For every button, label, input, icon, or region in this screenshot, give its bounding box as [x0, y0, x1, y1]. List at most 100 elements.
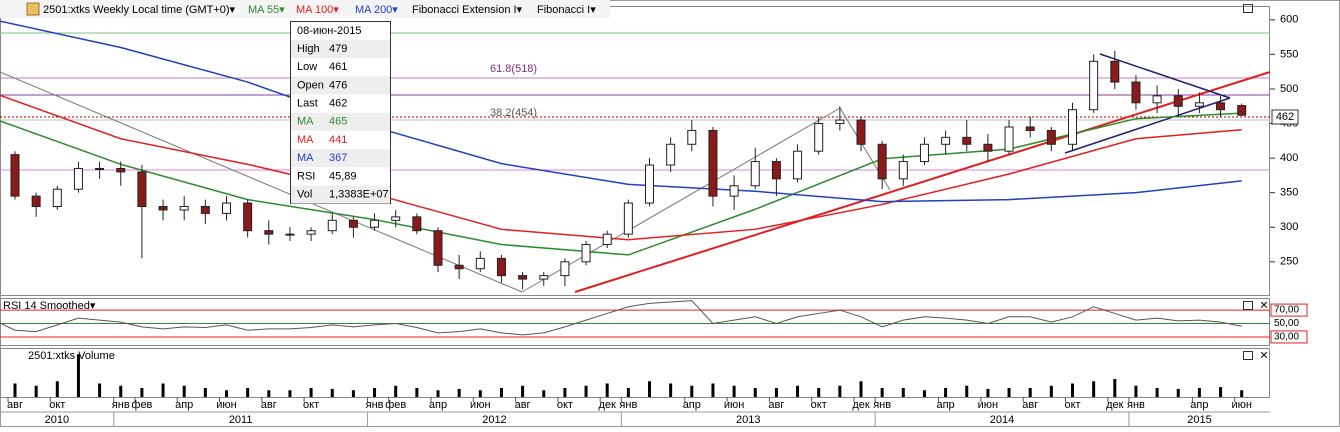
year-label: 2010: [45, 414, 69, 426]
tooltip-value: 462: [329, 98, 347, 110]
tooltip-value: 461: [329, 61, 347, 73]
volume-bar: [1092, 381, 1096, 397]
candle-body: [243, 202, 253, 232]
x-tick-label: авг: [768, 399, 784, 411]
volume-bar: [796, 385, 800, 397]
volume-title[interactable]: 2501:xtks Volume: [28, 350, 115, 362]
x-tick-label: апр: [936, 399, 954, 411]
toolbar: [0, 0, 610, 18]
rsi-panel: [0, 298, 1270, 346]
volume-bar: [373, 388, 377, 397]
volume-bar: [880, 388, 884, 397]
close-button[interactable]: ×: [1260, 297, 1268, 313]
candle-body: [941, 136, 951, 145]
maximize-button[interactable]: [1243, 351, 1253, 360]
volume-bar: [34, 385, 38, 397]
volume-bar: [119, 385, 123, 397]
x-tick-label: дек: [852, 399, 870, 411]
volume-bar: [669, 383, 673, 397]
tooltip: 08-июн-2015 High 479 Low 461 Open 476 Last 462 M…: [290, 21, 391, 204]
volume-bar: [711, 383, 715, 397]
year-label: 2014: [990, 414, 1014, 426]
volume-bar: [394, 385, 398, 397]
symbol-icon[interactable]: [26, 2, 40, 16]
year-label: 2015: [1187, 414, 1211, 426]
candle-body: [454, 264, 464, 270]
year-label: 2011: [229, 414, 253, 426]
volume-bar: [838, 385, 842, 397]
maximize-button[interactable]: [1243, 4, 1253, 13]
candle-body: [708, 129, 718, 197]
close-button[interactable]: ×: [1260, 347, 1268, 363]
last-price-box: [1271, 109, 1299, 125]
candle-body: [200, 206, 210, 214]
marks: 250300350400450500550600авгоктянвфевапри…: [0, 14, 1308, 427]
candle-body: [1089, 60, 1099, 111]
volume-bar: [986, 388, 990, 397]
x-tick-label: фев: [385, 399, 406, 411]
tooltip-date: 08-июн-2015: [297, 25, 362, 37]
x-tick-label: янв: [366, 399, 384, 411]
symbol-label[interactable]: 2501:xtks Weekly Local time (GMT+0)▾: [43, 4, 236, 16]
candle-body: [1068, 109, 1077, 145]
volume-bar: [161, 383, 165, 397]
fib-legend[interactable]: Fibonacci I▾: [537, 4, 596, 16]
tooltip-value: 465: [329, 116, 347, 128]
candle-body: [645, 164, 654, 204]
x-tick-label: апр: [429, 399, 447, 411]
candle-body: [919, 143, 929, 163]
tooltip-row-bg: [291, 76, 390, 95]
candle-body: [496, 257, 506, 277]
candle-body: [750, 161, 760, 187]
candle-body: [539, 275, 549, 280]
rsi-title[interactable]: RSI 14 Smoothed▾: [3, 300, 96, 312]
volume-bar: [859, 381, 863, 397]
volume-bar: [98, 383, 102, 397]
rsi-tick-label: 30,00: [1274, 332, 1299, 343]
volume-bar: [732, 385, 736, 397]
candle-body: [962, 136, 972, 145]
volume-bar: [1049, 385, 1053, 397]
volume-bar: [1176, 388, 1180, 397]
maximize-button[interactable]: [1243, 301, 1253, 310]
candle-body: [518, 275, 528, 280]
x-tick-label: июн: [978, 399, 998, 411]
candle-body: [10, 154, 20, 197]
ma-legend[interactable]: MA 200▾: [355, 4, 398, 16]
moving-average: [0, 94, 1242, 241]
candle-body: [835, 119, 845, 125]
tooltip-value: 476: [329, 79, 347, 91]
x-tick-label: апр: [683, 399, 701, 411]
rsi-tick-label: 50,00: [1274, 318, 1299, 329]
candle-body: [983, 143, 993, 152]
ma-legend[interactable]: MA 55▾: [248, 4, 285, 16]
tooltip-value: 1,3383E+07: [329, 189, 389, 201]
candle-body: [137, 171, 147, 208]
volume-bar: [457, 388, 461, 397]
x-tick-label: окт: [1064, 399, 1080, 411]
tooltip-value: 367: [329, 152, 347, 164]
volume-bar: [774, 388, 778, 397]
trend-line: [574, 71, 1271, 293]
rsi-line: [0, 300, 1242, 336]
candle-body: [687, 129, 697, 145]
tooltip-label: RSI: [297, 170, 315, 182]
volume-bar: [690, 385, 694, 397]
volume-bar: [1007, 388, 1011, 397]
volume-panel: [0, 348, 1270, 398]
x-tick-label: июн: [1231, 399, 1251, 411]
x-tick-label: фев: [131, 399, 152, 411]
fib-legend[interactable]: Fibonacci Extension I▾: [412, 4, 523, 16]
y-tick-label: 250: [1280, 256, 1298, 268]
volume-bar: [13, 383, 17, 397]
y-tick-label: 600: [1280, 14, 1298, 26]
candle-body: [793, 150, 803, 180]
ma-legend[interactable]: MA 100▾: [296, 4, 339, 16]
candle-body: [222, 202, 231, 214]
volume-bar: [140, 388, 144, 397]
candle-body: [348, 219, 358, 228]
trend-line: [521, 107, 841, 293]
x-tick-label: янв: [112, 399, 130, 411]
x-tick-label: окт: [557, 399, 573, 411]
